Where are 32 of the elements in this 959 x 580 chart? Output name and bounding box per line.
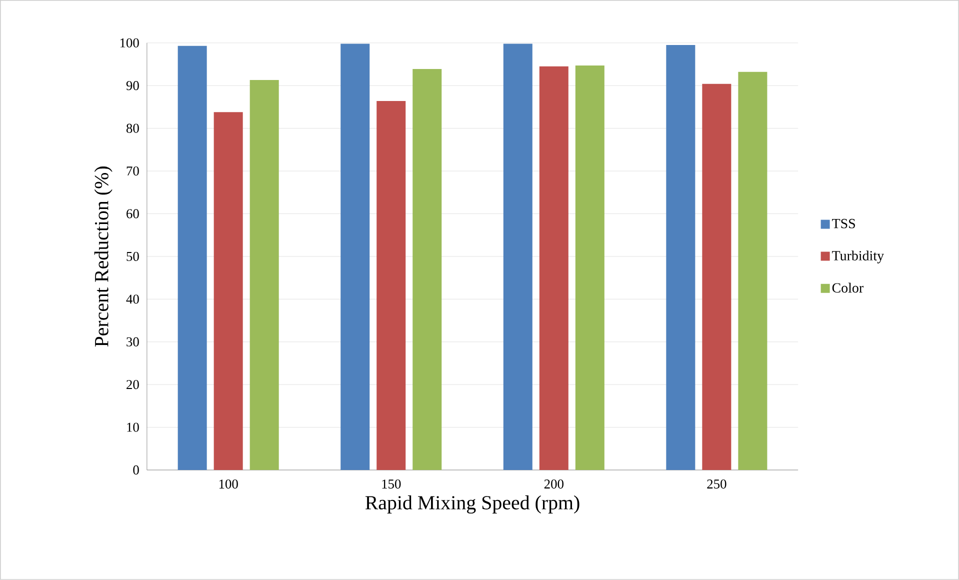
y-tick-label: 10 [127, 422, 139, 432]
y-tick-label: 100 [120, 38, 139, 48]
y-tick-label: 90 [126, 81, 139, 90]
y-tick-label: 0 [133, 465, 139, 475]
bar [250, 80, 279, 470]
y-tick-label: 70 [126, 166, 139, 176]
bar [503, 44, 532, 470]
bar [666, 45, 696, 470]
bar [539, 66, 568, 470]
y-tick-label: 80 [126, 124, 139, 133]
x-tick-label: 200 [544, 480, 564, 489]
x-tick-label: 250 [707, 480, 726, 489]
y-tick-label: 60 [126, 209, 139, 218]
bar [214, 112, 243, 470]
bar [575, 66, 604, 470]
legend-label: TSS [832, 218, 855, 228]
bar [412, 68, 442, 470]
bar [702, 84, 732, 470]
bar [340, 44, 370, 470]
bar [178, 46, 207, 470]
y-axis-title: Percent Reduction (%) [94, 166, 112, 347]
y-tick-label: 20 [126, 380, 139, 390]
x-tick-label: 150 [382, 480, 401, 489]
x-tick-label: 100 [219, 480, 238, 489]
x-axis-title: Rapid Mixing Speed (rpm) [365, 495, 580, 514]
bar [376, 101, 406, 470]
y-tick-label: 30 [126, 337, 139, 346]
y-tick-label: 50 [126, 252, 139, 262]
y-tick-label: 40 [126, 294, 139, 304]
legend-label: Color [832, 282, 864, 293]
legend-label: Turbidity [832, 250, 884, 264]
bar [738, 72, 768, 470]
